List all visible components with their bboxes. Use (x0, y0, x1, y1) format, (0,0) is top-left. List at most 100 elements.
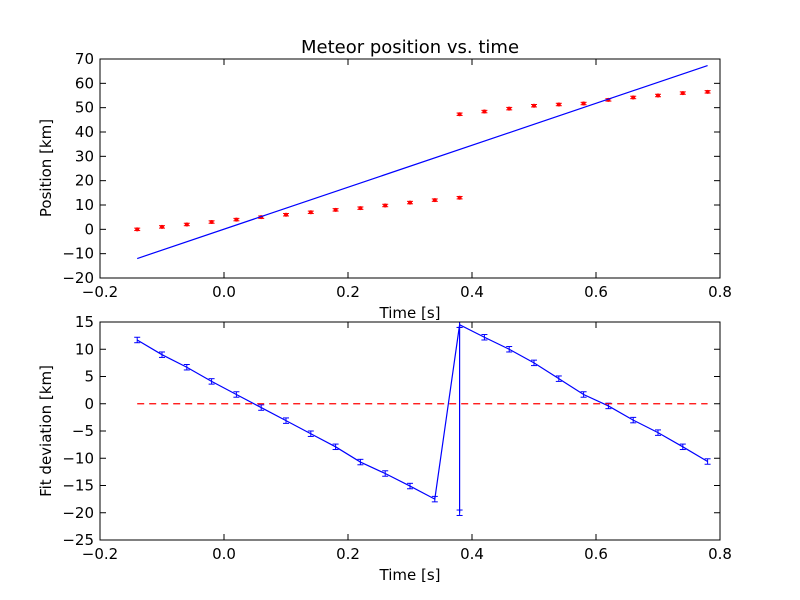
y-tick-label: −15 (62, 477, 94, 495)
data-point (233, 391, 240, 398)
marker (408, 200, 412, 205)
marker (507, 106, 512, 111)
marker (705, 89, 710, 94)
data-point (159, 351, 165, 358)
x-axis-label: Time [s] (379, 566, 441, 584)
position-chart: Meteor position vs. time Time [s] Positi… (37, 37, 732, 322)
data-point (481, 334, 488, 341)
data-point (555, 102, 562, 107)
data-point (382, 470, 389, 477)
data-point (332, 207, 339, 212)
data-point (357, 458, 364, 466)
marker (482, 109, 487, 114)
chart-title: Meteor position vs. time (301, 37, 519, 58)
marker (184, 222, 189, 227)
y-tick-label: 30 (75, 147, 94, 165)
plot-frame (99, 321, 721, 541)
plot-marks (134, 321, 711, 516)
x-tick-label: 0.4 (460, 545, 484, 563)
data-point (456, 195, 463, 200)
marker (680, 91, 685, 96)
marker (383, 203, 388, 208)
data-point (655, 429, 661, 436)
plot-frame (99, 58, 721, 279)
y-tick-label: −10 (62, 245, 94, 263)
data-point (357, 206, 364, 211)
marker (581, 101, 586, 106)
marker (532, 103, 536, 108)
marker (333, 207, 338, 212)
marker (358, 206, 363, 211)
x-tick-label: −0.2 (82, 545, 118, 563)
y-axis-label: Position [km] (37, 119, 55, 217)
data-point (506, 346, 513, 353)
series-line (137, 65, 708, 260)
marker (284, 212, 288, 217)
y-tick-label: −25 (62, 531, 94, 549)
data-point (407, 482, 413, 490)
data-point (555, 375, 562, 382)
data-point (382, 203, 389, 208)
y-tick-label: 70 (75, 50, 94, 68)
y-tick-label: 10 (75, 340, 94, 358)
marker (457, 112, 462, 117)
data-point (630, 95, 637, 100)
data-point (456, 509, 463, 516)
y-tick-label: −10 (62, 449, 94, 467)
data-point (456, 321, 463, 328)
data-point (208, 378, 215, 385)
x-tick-label: 0.0 (212, 283, 236, 301)
y-tick-label: −5 (72, 422, 94, 440)
y-tick-label: 5 (84, 368, 94, 386)
marker (631, 95, 636, 100)
x-tick-label: −0.2 (82, 283, 118, 301)
y-tick-label: −20 (62, 269, 94, 287)
data-point (283, 417, 289, 424)
marker (234, 217, 239, 222)
marker (160, 224, 164, 229)
marker (556, 102, 561, 107)
data-point (531, 103, 537, 108)
y-tick-label: 20 (75, 172, 94, 190)
y-tick-label: 15 (75, 313, 94, 331)
y-tick-label: 40 (75, 123, 94, 141)
data-point (679, 443, 686, 451)
x-tick-label: 0.6 (584, 545, 608, 563)
data-point (580, 101, 587, 106)
x-axis-label: Time [s] (379, 304, 441, 322)
data-point (679, 91, 686, 96)
data-point (183, 222, 190, 227)
data-point (208, 220, 215, 225)
y-tick-label: 50 (75, 99, 94, 117)
marker (135, 227, 140, 232)
data-point (431, 495, 438, 503)
data-point (159, 224, 165, 229)
x-tick-label: 0.4 (460, 283, 484, 301)
y-tick-label: 60 (75, 74, 94, 92)
data-point (307, 430, 314, 437)
data-point (704, 458, 711, 465)
marker (308, 210, 313, 215)
data-point (531, 359, 537, 367)
data-point (630, 416, 637, 424)
y-tick-label: 0 (84, 220, 94, 238)
axis-ticks: −0.2 0.0 0.2 0.4 0.6 0.8 −20 −10 0 10 20 30 40 50 60 70 (62, 50, 732, 301)
marker (457, 195, 462, 200)
series-line (136, 323, 708, 513)
x-tick-label: 0.0 (212, 545, 236, 563)
data-point (704, 89, 711, 94)
data-point (307, 210, 314, 215)
y-tick-label: −20 (62, 504, 94, 522)
x-tick-label: 0.2 (336, 545, 360, 563)
marker (656, 93, 660, 98)
x-tick-label: 0.8 (708, 283, 732, 301)
data-point (283, 212, 289, 217)
y-tick-label: 0 (84, 395, 94, 413)
data-point (233, 217, 240, 222)
data-point (506, 106, 513, 111)
data-point (183, 364, 190, 371)
x-tick-label: 0.2 (336, 283, 360, 301)
x-tick-label: 0.6 (584, 283, 608, 301)
data-point (407, 200, 413, 205)
data-point (431, 198, 438, 203)
